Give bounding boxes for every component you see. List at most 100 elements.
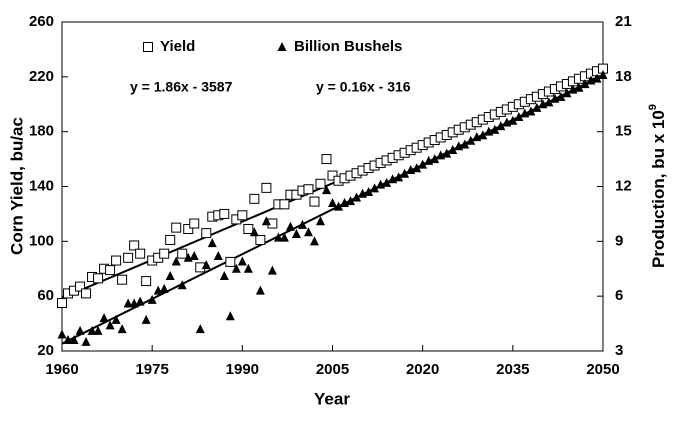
marker-square	[261, 182, 272, 193]
marker-square	[237, 210, 248, 221]
marker-triangle	[273, 232, 283, 242]
y2-axis-label: Production, bu x 109	[647, 104, 669, 268]
y-tick-label: 180	[29, 123, 54, 140]
x-tick-label: 1990	[226, 361, 259, 378]
marker-square	[143, 42, 153, 52]
marker-square	[327, 170, 338, 181]
x-tick-label: 2035	[496, 361, 529, 378]
marker-triangle	[249, 227, 259, 237]
marker-triangle	[394, 172, 404, 182]
marker-square	[135, 248, 146, 259]
plot-frame	[61, 21, 604, 352]
marker-triangle	[442, 148, 452, 158]
marker-triangle	[598, 70, 608, 80]
marker-square	[201, 228, 212, 239]
marker-triangle	[382, 177, 392, 187]
marker-square	[303, 184, 314, 195]
marker-triangle	[57, 329, 67, 339]
marker-triangle	[123, 298, 133, 308]
marker-square	[165, 234, 176, 245]
marker-triangle	[370, 183, 380, 193]
marker-triangle	[430, 154, 440, 164]
marker-triangle	[201, 260, 211, 270]
marker-triangle	[231, 263, 241, 273]
x-tick-label: 1975	[135, 361, 168, 378]
annotation: y = 0.16x - 316	[316, 79, 411, 95]
marker-square	[315, 178, 326, 189]
marker-triangle	[135, 296, 145, 306]
marker-triangle	[87, 325, 97, 335]
y2-tick-label: 3	[615, 342, 623, 359]
marker-triangle	[412, 163, 422, 173]
y2-tick-label: 21	[615, 13, 632, 30]
marker-square	[141, 276, 152, 287]
marker-triangle	[466, 135, 476, 145]
marker-square	[279, 199, 290, 210]
marker-triangle	[75, 325, 85, 335]
marker-triangle	[177, 280, 187, 290]
marker-triangle	[171, 256, 181, 266]
legend-label: Yield	[160, 38, 195, 55]
marker-square	[321, 154, 332, 165]
marker-triangle	[321, 185, 331, 195]
marker-triangle	[277, 42, 287, 51]
marker-square	[81, 288, 92, 299]
y2-axis-label-text: Production, bu x 10	[649, 110, 668, 268]
marker-square	[219, 208, 230, 219]
marker-triangle	[556, 91, 566, 101]
marker-triangle	[303, 227, 313, 237]
marker-triangle	[448, 144, 458, 154]
marker-triangle	[99, 313, 109, 323]
marker-triangle	[328, 197, 337, 207]
marker-triangle	[261, 216, 271, 226]
x-tick-label: 1960	[45, 361, 78, 378]
marker-triangle	[213, 250, 223, 260]
marker-triangle	[81, 336, 91, 346]
marker-triangle	[580, 79, 590, 89]
marker-square	[225, 256, 236, 267]
marker-triangle	[364, 186, 374, 196]
marker-triangle	[526, 106, 536, 116]
marker-triangle	[279, 232, 289, 242]
marker-triangle	[225, 311, 235, 321]
marker-square	[177, 248, 188, 259]
marker-square	[183, 223, 194, 234]
marker-square	[129, 240, 140, 251]
marker-triangle	[285, 221, 295, 231]
marker-square	[105, 265, 116, 276]
marker-triangle	[219, 271, 229, 281]
y-tick-label: 100	[29, 232, 54, 249]
marker-triangle	[237, 256, 247, 266]
legend-label: Billion Bushels	[294, 38, 402, 55]
annotation: y = 1.86x - 3587	[130, 79, 233, 95]
marker-triangle	[309, 236, 319, 246]
marker-square	[57, 298, 67, 309]
marker-square	[75, 281, 86, 292]
marker-triangle	[478, 130, 488, 140]
marker-triangle	[93, 325, 103, 335]
marker-square	[111, 255, 122, 266]
y2-tick-label: 18	[615, 68, 632, 85]
marker-triangle	[592, 73, 602, 83]
marker-triangle	[346, 196, 356, 206]
marker-triangle	[141, 314, 151, 324]
marker-triangle	[418, 159, 428, 169]
y2-tick-label: 9	[615, 232, 623, 249]
marker-triangle	[574, 82, 584, 92]
marker-triangle	[544, 97, 554, 107]
y-tick-label: 260	[29, 13, 54, 30]
marker-triangle	[291, 229, 301, 239]
marker-triangle	[490, 124, 500, 134]
x-tick-label: 2020	[406, 361, 439, 378]
marker-square	[189, 218, 200, 229]
marker-triangle	[189, 250, 199, 260]
marker-triangle	[195, 324, 205, 334]
marker-triangle	[207, 238, 217, 248]
x-axis-label: Year	[314, 389, 350, 408]
y-tick-label: 60	[37, 287, 54, 304]
x-tick-label: 2050	[586, 361, 619, 378]
marker-triangle	[297, 219, 307, 229]
marker-triangle	[334, 201, 344, 211]
y2-tick-label: 12	[615, 177, 632, 194]
